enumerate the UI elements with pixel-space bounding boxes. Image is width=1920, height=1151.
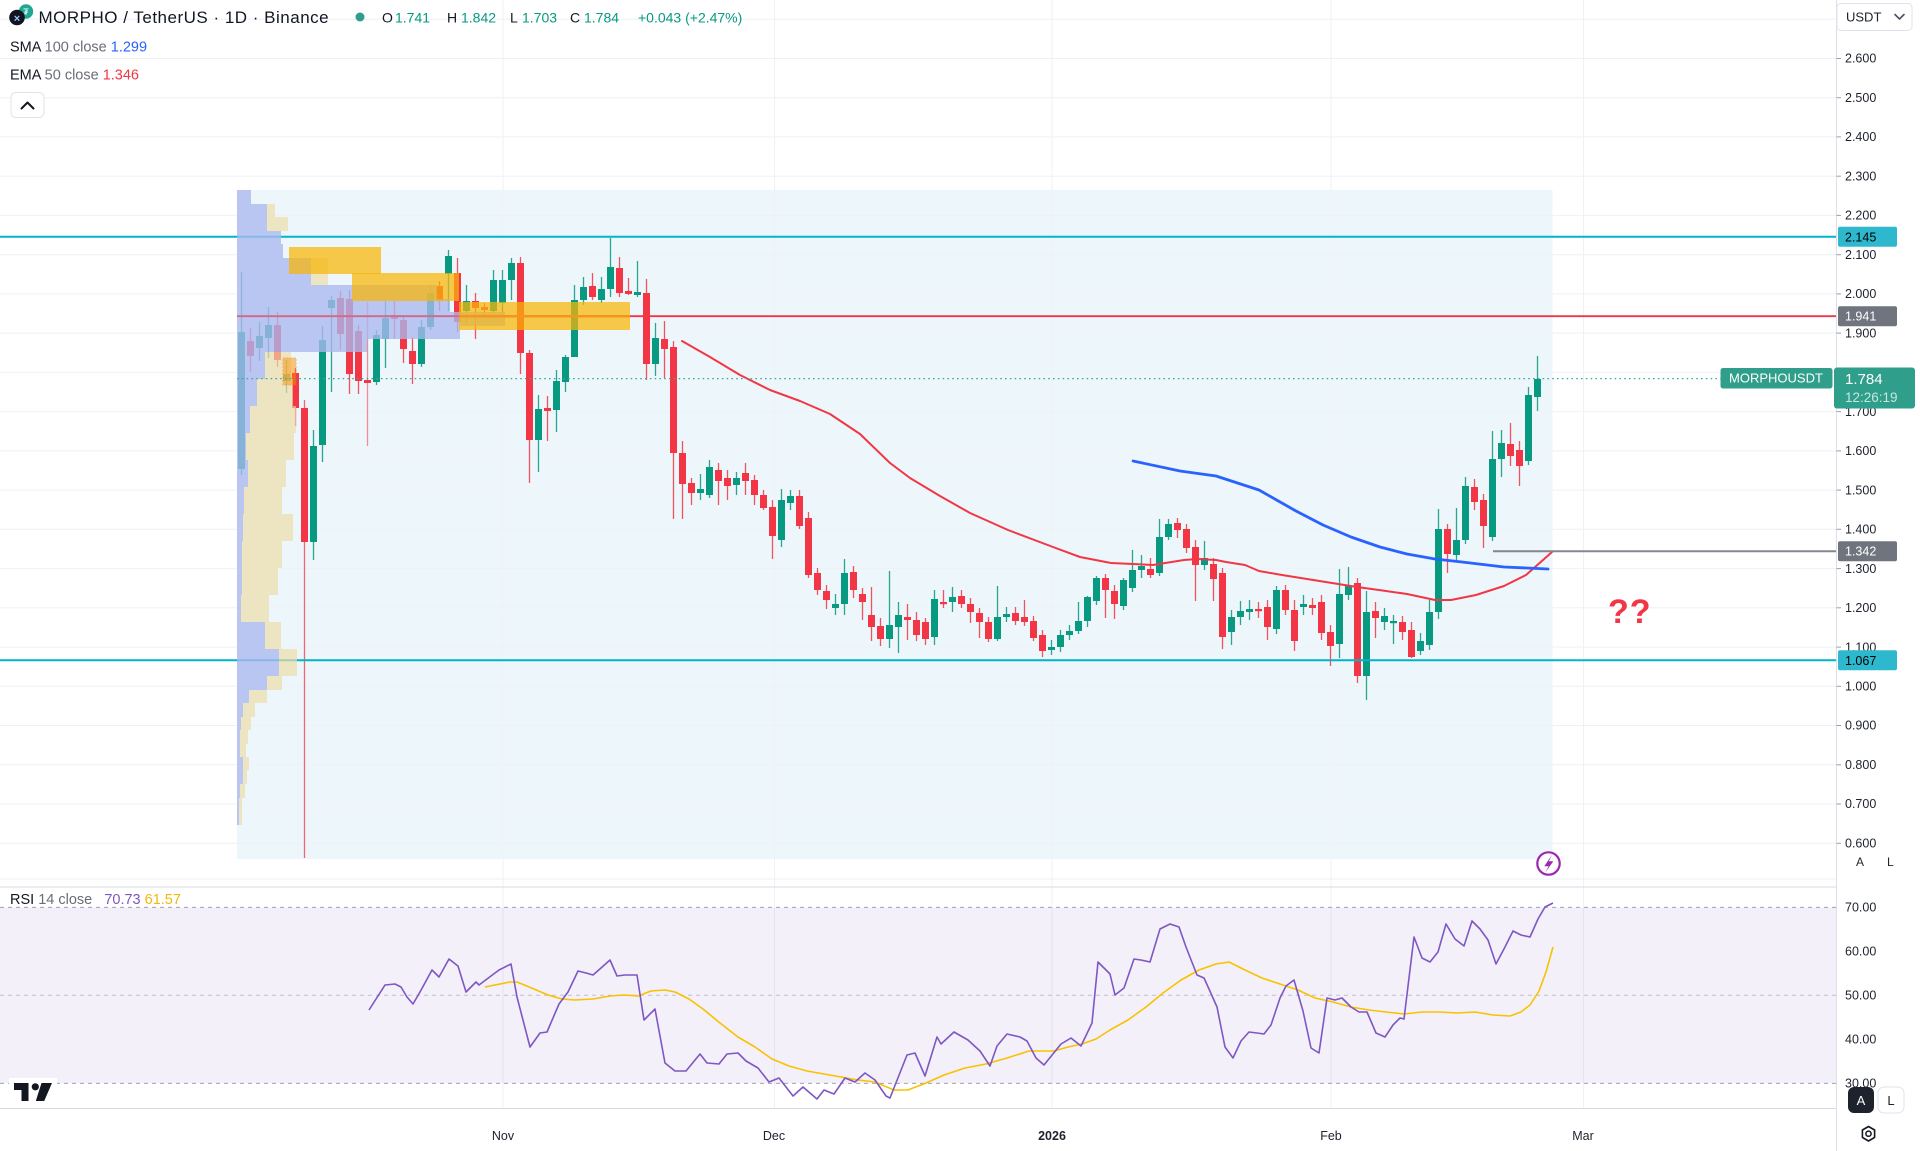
svg-text:70.00: 70.00 bbox=[1845, 901, 1876, 915]
svg-text:L: L bbox=[1887, 1093, 1894, 1108]
svg-text:USDT: USDT bbox=[1846, 10, 1881, 25]
svg-text:1.000: 1.000 bbox=[1845, 680, 1876, 694]
svg-text:2.100: 2.100 bbox=[1845, 248, 1876, 262]
svg-text:+0.043 (+2.47%): +0.043 (+2.47%) bbox=[638, 10, 742, 26]
svg-text:1.067: 1.067 bbox=[1845, 654, 1876, 668]
svg-text:2.400: 2.400 bbox=[1845, 130, 1876, 144]
svg-text:2026: 2026 bbox=[1038, 1129, 1066, 1143]
svg-text:A: A bbox=[1856, 855, 1864, 869]
svg-text:2.600: 2.600 bbox=[1845, 52, 1876, 66]
svg-text:1.342: 1.342 bbox=[1845, 545, 1876, 559]
svg-text:2.200: 2.200 bbox=[1845, 209, 1876, 223]
svg-text:Nov: Nov bbox=[492, 1129, 515, 1143]
svg-text:1.784: 1.784 bbox=[584, 10, 619, 26]
svg-text:1.784: 1.784 bbox=[1845, 371, 1883, 388]
svg-text:₮: ₮ bbox=[23, 7, 29, 17]
svg-text:1.600: 1.600 bbox=[1845, 444, 1876, 458]
svg-text:2.500: 2.500 bbox=[1845, 91, 1876, 105]
svg-text:Feb: Feb bbox=[1320, 1129, 1342, 1143]
svg-text:0.800: 0.800 bbox=[1845, 758, 1876, 772]
svg-text:MORPHOUSDT: MORPHOUSDT bbox=[1729, 371, 1823, 386]
svg-text:1.900: 1.900 bbox=[1845, 326, 1876, 340]
svg-text:1.300: 1.300 bbox=[1845, 562, 1876, 576]
svg-text:H: H bbox=[447, 10, 457, 26]
svg-text:SMA 100 close 1.299: SMA 100 close 1.299 bbox=[10, 40, 147, 56]
svg-text:MORPHO / TetherUS · 1D · Binan: MORPHO / TetherUS · 1D · Binance bbox=[39, 8, 330, 27]
svg-text:1.842: 1.842 bbox=[461, 10, 496, 26]
svg-text:L: L bbox=[1887, 855, 1894, 869]
svg-text:2.300: 2.300 bbox=[1845, 169, 1876, 183]
svg-text:Mar: Mar bbox=[1572, 1129, 1594, 1143]
svg-text:40.00: 40.00 bbox=[1845, 1033, 1876, 1047]
svg-text:0.600: 0.600 bbox=[1845, 837, 1876, 851]
svg-text:O: O bbox=[382, 10, 393, 26]
svg-text:1.400: 1.400 bbox=[1845, 523, 1876, 537]
svg-text:×: × bbox=[14, 13, 20, 25]
svg-text:RSI 14 close 70.73 61.57: RSI 14 close 70.73 61.57 bbox=[10, 892, 181, 908]
svg-text:0.900: 0.900 bbox=[1845, 719, 1876, 733]
svg-text:12:26:19: 12:26:19 bbox=[1845, 390, 1898, 405]
svg-text:EMA 50 close 1.346: EMA 50 close 1.346 bbox=[10, 68, 139, 84]
svg-text:0.700: 0.700 bbox=[1845, 797, 1876, 811]
svg-text:Dec: Dec bbox=[763, 1129, 785, 1143]
svg-text:1.200: 1.200 bbox=[1845, 601, 1876, 615]
svg-text:L: L bbox=[510, 10, 518, 26]
svg-text:C: C bbox=[570, 10, 580, 26]
svg-text:50.00: 50.00 bbox=[1845, 989, 1876, 1003]
svg-text:A: A bbox=[1857, 1093, 1866, 1108]
svg-text:1.500: 1.500 bbox=[1845, 483, 1876, 497]
svg-text:1.741: 1.741 bbox=[395, 10, 430, 26]
svg-text:1.941: 1.941 bbox=[1845, 310, 1876, 324]
svg-text:??: ?? bbox=[1608, 593, 1652, 631]
svg-text:2.145: 2.145 bbox=[1845, 230, 1876, 244]
svg-text:1.703: 1.703 bbox=[522, 10, 557, 26]
svg-text:2.000: 2.000 bbox=[1845, 287, 1876, 301]
svg-text:60.00: 60.00 bbox=[1845, 945, 1876, 959]
